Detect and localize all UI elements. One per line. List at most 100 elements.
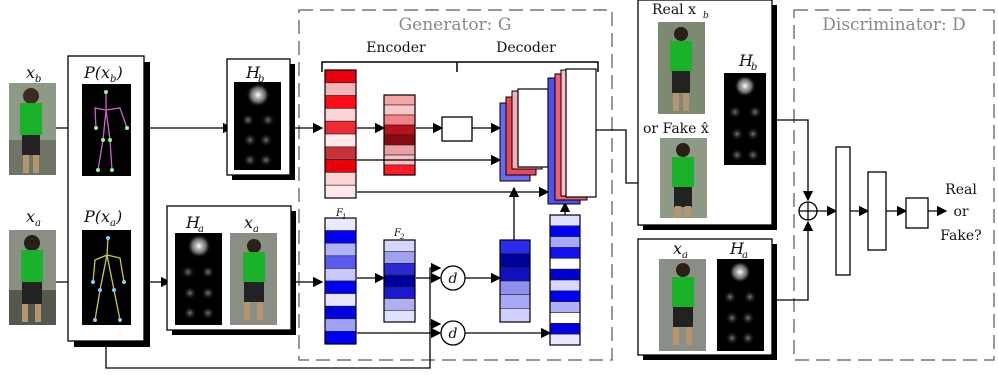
blue4-cell bbox=[549, 214, 581, 227]
xa-label: x a bbox=[26, 207, 41, 229]
blue1-cell bbox=[324, 242, 357, 257]
svg-text:b: b bbox=[751, 62, 757, 73]
xa-person-image bbox=[9, 230, 56, 325]
blue4-cell bbox=[549, 236, 581, 248]
disc-layer-1 bbox=[835, 146, 851, 276]
blue4-cell bbox=[549, 290, 581, 302]
blue4-cell bbox=[549, 301, 581, 313]
red1-cell bbox=[324, 133, 357, 148]
svg-text:x: x bbox=[244, 213, 253, 232]
bottleneck-box bbox=[441, 116, 473, 142]
svg-text:x: x bbox=[26, 207, 35, 226]
svg-text:x: x bbox=[26, 63, 35, 82]
red2-cell bbox=[383, 104, 416, 116]
distance-op-1: d bbox=[440, 265, 466, 291]
svg-text:d: d bbox=[449, 326, 458, 342]
or-fake-label: or Fake x̂ bbox=[643, 121, 709, 137]
svg-text:b: b bbox=[35, 74, 41, 85]
blue3-cell bbox=[499, 239, 531, 254]
red1-cell bbox=[324, 184, 357, 199]
svg-text:2: 2 bbox=[399, 233, 405, 241]
svg-text:H: H bbox=[738, 51, 754, 70]
blue1-cell bbox=[324, 268, 357, 282]
blue4-cell bbox=[549, 279, 581, 292]
svg-text:1: 1 bbox=[342, 213, 346, 221]
svg-text:Real x: Real x bbox=[652, 2, 696, 18]
blue1-cell bbox=[324, 293, 357, 307]
decoder-blue-stack bbox=[499, 239, 531, 323]
encoder-decoder-brace bbox=[321, 61, 599, 72]
f2-label: F 2 bbox=[393, 228, 405, 241]
blue1-cell bbox=[324, 305, 357, 320]
disc-layer-3 bbox=[905, 197, 929, 229]
blue4-cell bbox=[549, 312, 581, 324]
decoder-blue-stack-2 bbox=[549, 214, 581, 346]
encoder-red-stack-1 bbox=[324, 69, 357, 199]
blue2-cell bbox=[383, 274, 416, 288]
svg-text:Real: Real bbox=[945, 182, 977, 198]
xb-person-image bbox=[9, 83, 56, 175]
real-or-fake-output: Real or Fake? bbox=[940, 182, 981, 244]
encoder-blue-stack-f2 bbox=[383, 239, 416, 323]
red2-outline bbox=[383, 94, 416, 176]
blue1-outline bbox=[324, 217, 357, 345]
pose-xa-label: P(xa) bbox=[83, 207, 122, 229]
blue1-cell bbox=[324, 280, 357, 294]
blue4-cell bbox=[549, 323, 581, 335]
blue2-cell bbox=[383, 251, 416, 264]
discriminator-box bbox=[793, 9, 995, 361]
generator-box bbox=[298, 9, 613, 361]
svg-text:a: a bbox=[742, 250, 748, 261]
decoder-feature-maps-2 bbox=[547, 68, 597, 205]
hb-label: H b bbox=[245, 63, 264, 85]
red1-cell bbox=[324, 172, 357, 186]
decoder-label: Decoder bbox=[496, 40, 556, 56]
red2-cell bbox=[383, 114, 416, 126]
svg-text:a: a bbox=[35, 218, 41, 229]
svg-text:Fake?: Fake? bbox=[940, 228, 981, 244]
blue3-cell bbox=[499, 267, 531, 282]
svg-text:F: F bbox=[393, 228, 402, 239]
red1-cell bbox=[324, 95, 357, 109]
svg-text:F: F bbox=[335, 208, 344, 219]
red2-cell bbox=[383, 94, 416, 106]
blue4-cell bbox=[549, 258, 581, 270]
svg-text:a: a bbox=[253, 224, 259, 235]
red1-outline bbox=[324, 69, 357, 199]
red2-cell bbox=[383, 164, 416, 176]
xa-small-image bbox=[230, 233, 277, 325]
distance-op-2: d bbox=[440, 320, 466, 346]
hb-heatmap-2 bbox=[724, 73, 766, 165]
blue1-cell bbox=[324, 255, 357, 269]
red1-cell bbox=[324, 159, 357, 173]
svg-text:b: b bbox=[703, 11, 709, 21]
blue1-cell bbox=[324, 318, 357, 332]
svg-text:x: x bbox=[673, 239, 682, 258]
concat-op bbox=[798, 201, 818, 221]
blue4-cell bbox=[549, 268, 581, 281]
blue2-cell bbox=[383, 263, 416, 276]
blue1-cell bbox=[324, 331, 357, 345]
blue1-cell bbox=[324, 230, 357, 244]
cond-xa-label: x a bbox=[673, 239, 688, 261]
red2-cell bbox=[383, 124, 416, 136]
real-xb-label: Real x b bbox=[652, 2, 709, 21]
blue3-cell bbox=[499, 280, 531, 295]
pose-xb-label: P(xb) bbox=[83, 63, 123, 85]
ha-label: H a bbox=[185, 213, 204, 235]
generator-title: Generator: G bbox=[399, 15, 512, 35]
red1-cell bbox=[324, 69, 357, 84]
svg-text:H: H bbox=[729, 239, 745, 258]
cond-xa-image bbox=[659, 259, 706, 351]
red2-cell bbox=[383, 134, 416, 146]
svg-text:P(xb): P(xb) bbox=[83, 63, 123, 85]
svg-text:a: a bbox=[682, 250, 688, 261]
real-xb-image bbox=[658, 22, 705, 114]
svg-text:H: H bbox=[245, 63, 261, 82]
cond-ha-heatmap bbox=[717, 259, 764, 351]
encoder-blue-stack-f1 bbox=[324, 217, 357, 345]
blue2-cell bbox=[383, 298, 416, 311]
blue1-cell bbox=[324, 217, 357, 231]
